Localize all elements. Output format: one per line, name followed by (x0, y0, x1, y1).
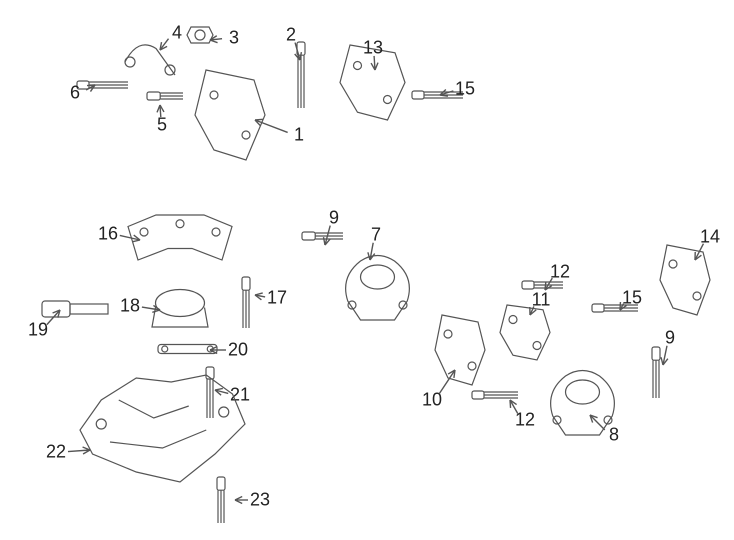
part-label-19: 19 (28, 320, 48, 341)
part-label-17: 17 (267, 288, 287, 309)
part-label-1: 1 (294, 125, 304, 146)
part-label-15: 15 (622, 288, 642, 309)
part-label-14: 14 (700, 227, 720, 248)
part-label-7: 7 (371, 225, 381, 246)
part-label-12: 12 (550, 262, 570, 283)
part-label-3: 3 (229, 28, 239, 49)
part-label-20: 20 (228, 340, 248, 361)
part-label-16: 16 (98, 224, 118, 245)
part-label-4: 4 (172, 23, 182, 44)
part-label-6: 6 (70, 83, 80, 104)
part-label-22: 22 (46, 442, 66, 463)
part-label-2: 2 (286, 25, 296, 46)
part-label-9: 9 (329, 208, 339, 229)
part-label-9: 9 (665, 328, 675, 349)
part-label-5: 5 (157, 115, 167, 136)
part-label-15: 15 (455, 79, 475, 100)
part-label-23: 23 (250, 490, 270, 511)
part-label-8: 8 (609, 425, 619, 446)
part-label-13: 13 (363, 38, 383, 59)
parts-diagram-canvas: 1234567899101112121314151516171819202122… (0, 0, 734, 540)
part-label-18: 18 (120, 296, 140, 317)
part-label-12: 12 (515, 410, 535, 431)
part-label-10: 10 (422, 390, 442, 411)
